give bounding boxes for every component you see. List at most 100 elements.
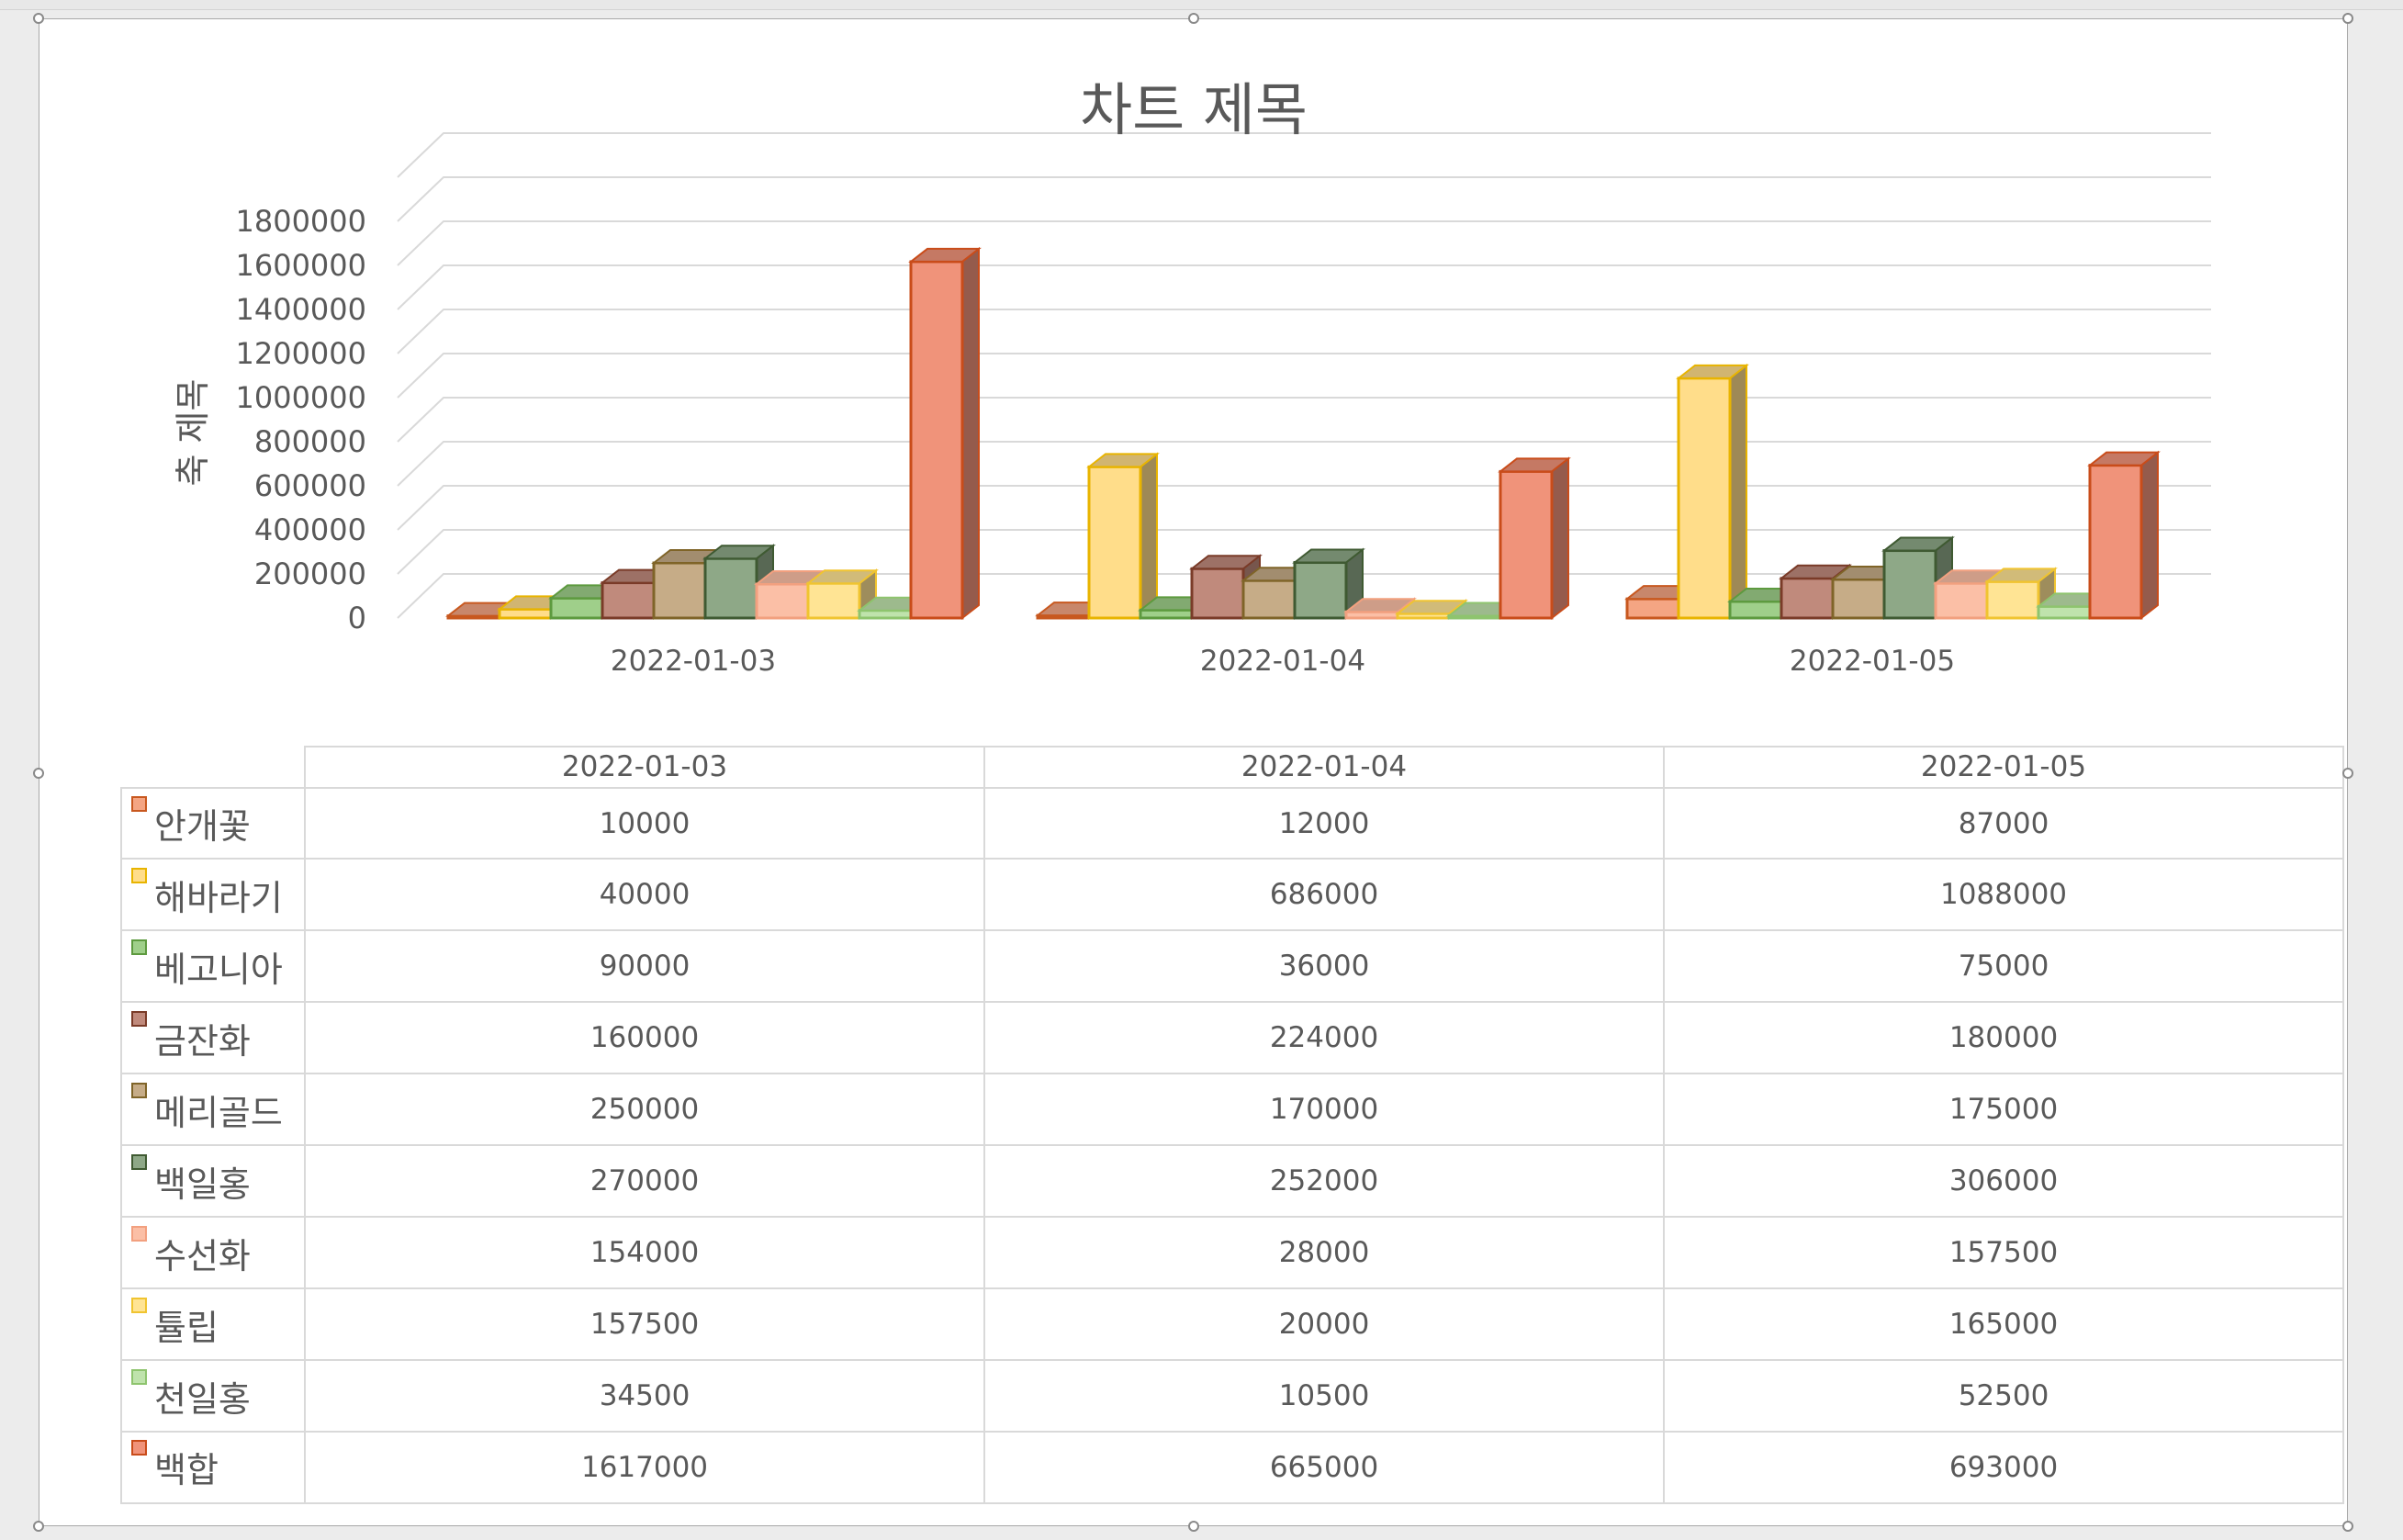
resize-handle-left[interactable] <box>33 768 44 779</box>
chart-area[interactable]: 0 200000 400000 600000 800000 1000000 1200000 1… <box>33 13 2353 1532</box>
bar-top <box>1086 453 1160 468</box>
gridline <box>397 573 2211 619</box>
table-cell: 12000 <box>983 786 1665 860</box>
gridline <box>397 441 2211 487</box>
bar-front <box>601 581 656 620</box>
table-cell: 224000 <box>983 1001 1665 1075</box>
y-tick-label: 1800000 <box>235 204 366 239</box>
bar <box>2087 450 2161 621</box>
bar-front <box>909 260 964 620</box>
table-cell: 686000 <box>983 858 1665 932</box>
y-tick-label: 600000 <box>254 468 366 503</box>
bar-front <box>1139 608 1194 620</box>
bar-front <box>1985 579 2040 620</box>
axis-labels: 0 200000 400000 600000 800000 1000000 1200000 1… <box>235 204 1955 678</box>
legend-entry: 베고니아 <box>120 929 306 1004</box>
bar-front <box>1780 577 1835 620</box>
bar <box>1498 456 1571 621</box>
legend-entry: 튤립 <box>120 1287 306 1362</box>
resize-handle-top[interactable] <box>1188 13 1199 24</box>
bar <box>1292 547 1365 621</box>
bar-front <box>703 556 758 620</box>
legend-entry: 금잔화 <box>120 1001 306 1075</box>
bar-front <box>1728 600 1783 620</box>
legend-entry: 해바라기 <box>120 858 306 932</box>
y-tick-label: 1400000 <box>235 292 366 327</box>
y-tick-label: 1600000 <box>235 248 366 283</box>
legend-key-icon <box>131 1368 147 1385</box>
table-cell: 36000 <box>983 929 1665 1004</box>
table-cell: 157500 <box>304 1287 985 1362</box>
legend-label: 안개꽃 <box>154 806 251 847</box>
bar-front <box>1882 549 1937 620</box>
resize-handle-bottom[interactable] <box>1188 1521 1199 1532</box>
chart-plot[interactable]: 0 200000 400000 600000 800000 1000000 1200000 1… <box>39 19 2349 1527</box>
data-table: 2022-01-03 2022-01-04 2022-01-05 안개꽃 10000 12… <box>120 746 2344 1505</box>
table-row: 해바라기 40000 686000 1088000 <box>120 858 2344 932</box>
table-cell: 157500 <box>1663 1216 2344 1290</box>
table-cell: 20000 <box>983 1287 1665 1362</box>
legend-key-icon <box>131 1225 147 1242</box>
bar-front <box>1241 579 1297 620</box>
bar-top <box>1189 555 1263 570</box>
legend-key-icon <box>131 1297 147 1313</box>
resize-handle-right[interactable] <box>2342 768 2353 779</box>
legend-entry: 백합 <box>120 1430 306 1505</box>
gridline <box>397 132 2211 178</box>
gridlines <box>397 132 2211 619</box>
bar-side <box>1729 363 1747 621</box>
table-cell: 1088000 <box>1663 858 2344 932</box>
bar-top <box>805 569 879 585</box>
table-cell: 170000 <box>983 1073 1665 1147</box>
legend-label: 베고니아 <box>154 949 283 990</box>
bar-top <box>908 247 982 263</box>
table-cell: 270000 <box>304 1144 985 1219</box>
legend-entry: 천일홍 <box>120 1359 306 1433</box>
bar-top <box>1292 548 1365 564</box>
legend-label: 천일홍 <box>154 1378 251 1420</box>
bar-top <box>1498 457 1571 473</box>
table-cell: 28000 <box>983 1216 1665 1290</box>
x-tick-label: 2022-01-04 <box>1200 645 1365 678</box>
table-row: 안개꽃 10000 12000 87000 <box>120 786 2344 860</box>
bar <box>908 246 982 621</box>
table-column-header: 2022-01-04 <box>983 746 1665 789</box>
table-cell: 665000 <box>983 1430 1665 1505</box>
resize-handle-bottom-left[interactable] <box>33 1521 44 1532</box>
gridline <box>397 176 2211 222</box>
gridline <box>397 264 2211 310</box>
bar-top <box>2087 451 2161 466</box>
bar-front <box>1934 581 1989 620</box>
bar-front <box>858 609 913 620</box>
gridline <box>397 529 2211 575</box>
bars <box>445 246 2161 621</box>
table-row: 금잔화 160000 224000 180000 <box>120 1001 2344 1075</box>
bar-front <box>1677 377 1732 620</box>
legend-label: 메리골드 <box>154 1092 283 1133</box>
legend-entry: 백일홍 <box>120 1144 306 1219</box>
bar <box>1086 452 1160 621</box>
chart-title[interactable]: 차트 제목 <box>1080 76 1308 143</box>
table-cell: 306000 <box>1663 1144 2344 1219</box>
legend-key-icon <box>131 1153 147 1170</box>
y-tick-label: 1000000 <box>235 380 366 415</box>
gridline <box>397 309 2211 354</box>
bar-front <box>1499 469 1554 620</box>
bar-side <box>961 246 980 621</box>
bar-front <box>1190 567 1245 620</box>
y-tick-label: 400000 <box>254 512 366 547</box>
bar-side <box>1551 456 1569 621</box>
gridline <box>397 397 2211 443</box>
table-cell: 165000 <box>1663 1287 2344 1362</box>
resize-handle-top-left[interactable] <box>33 13 44 24</box>
bar-front <box>1087 465 1142 620</box>
table-cell: 52500 <box>1663 1359 2344 1433</box>
table-column-header: 2022-01-05 <box>1663 746 2344 789</box>
y-axis-title[interactable]: 축 제목 <box>173 379 213 487</box>
bar-front <box>1344 610 1399 620</box>
legend-key-icon <box>131 1010 147 1027</box>
resize-handle-top-right[interactable] <box>2342 13 2353 24</box>
window-top-bar <box>0 0 2403 10</box>
legend-entry: 메리골드 <box>120 1073 306 1147</box>
resize-handle-bottom-right[interactable] <box>2342 1521 2353 1532</box>
